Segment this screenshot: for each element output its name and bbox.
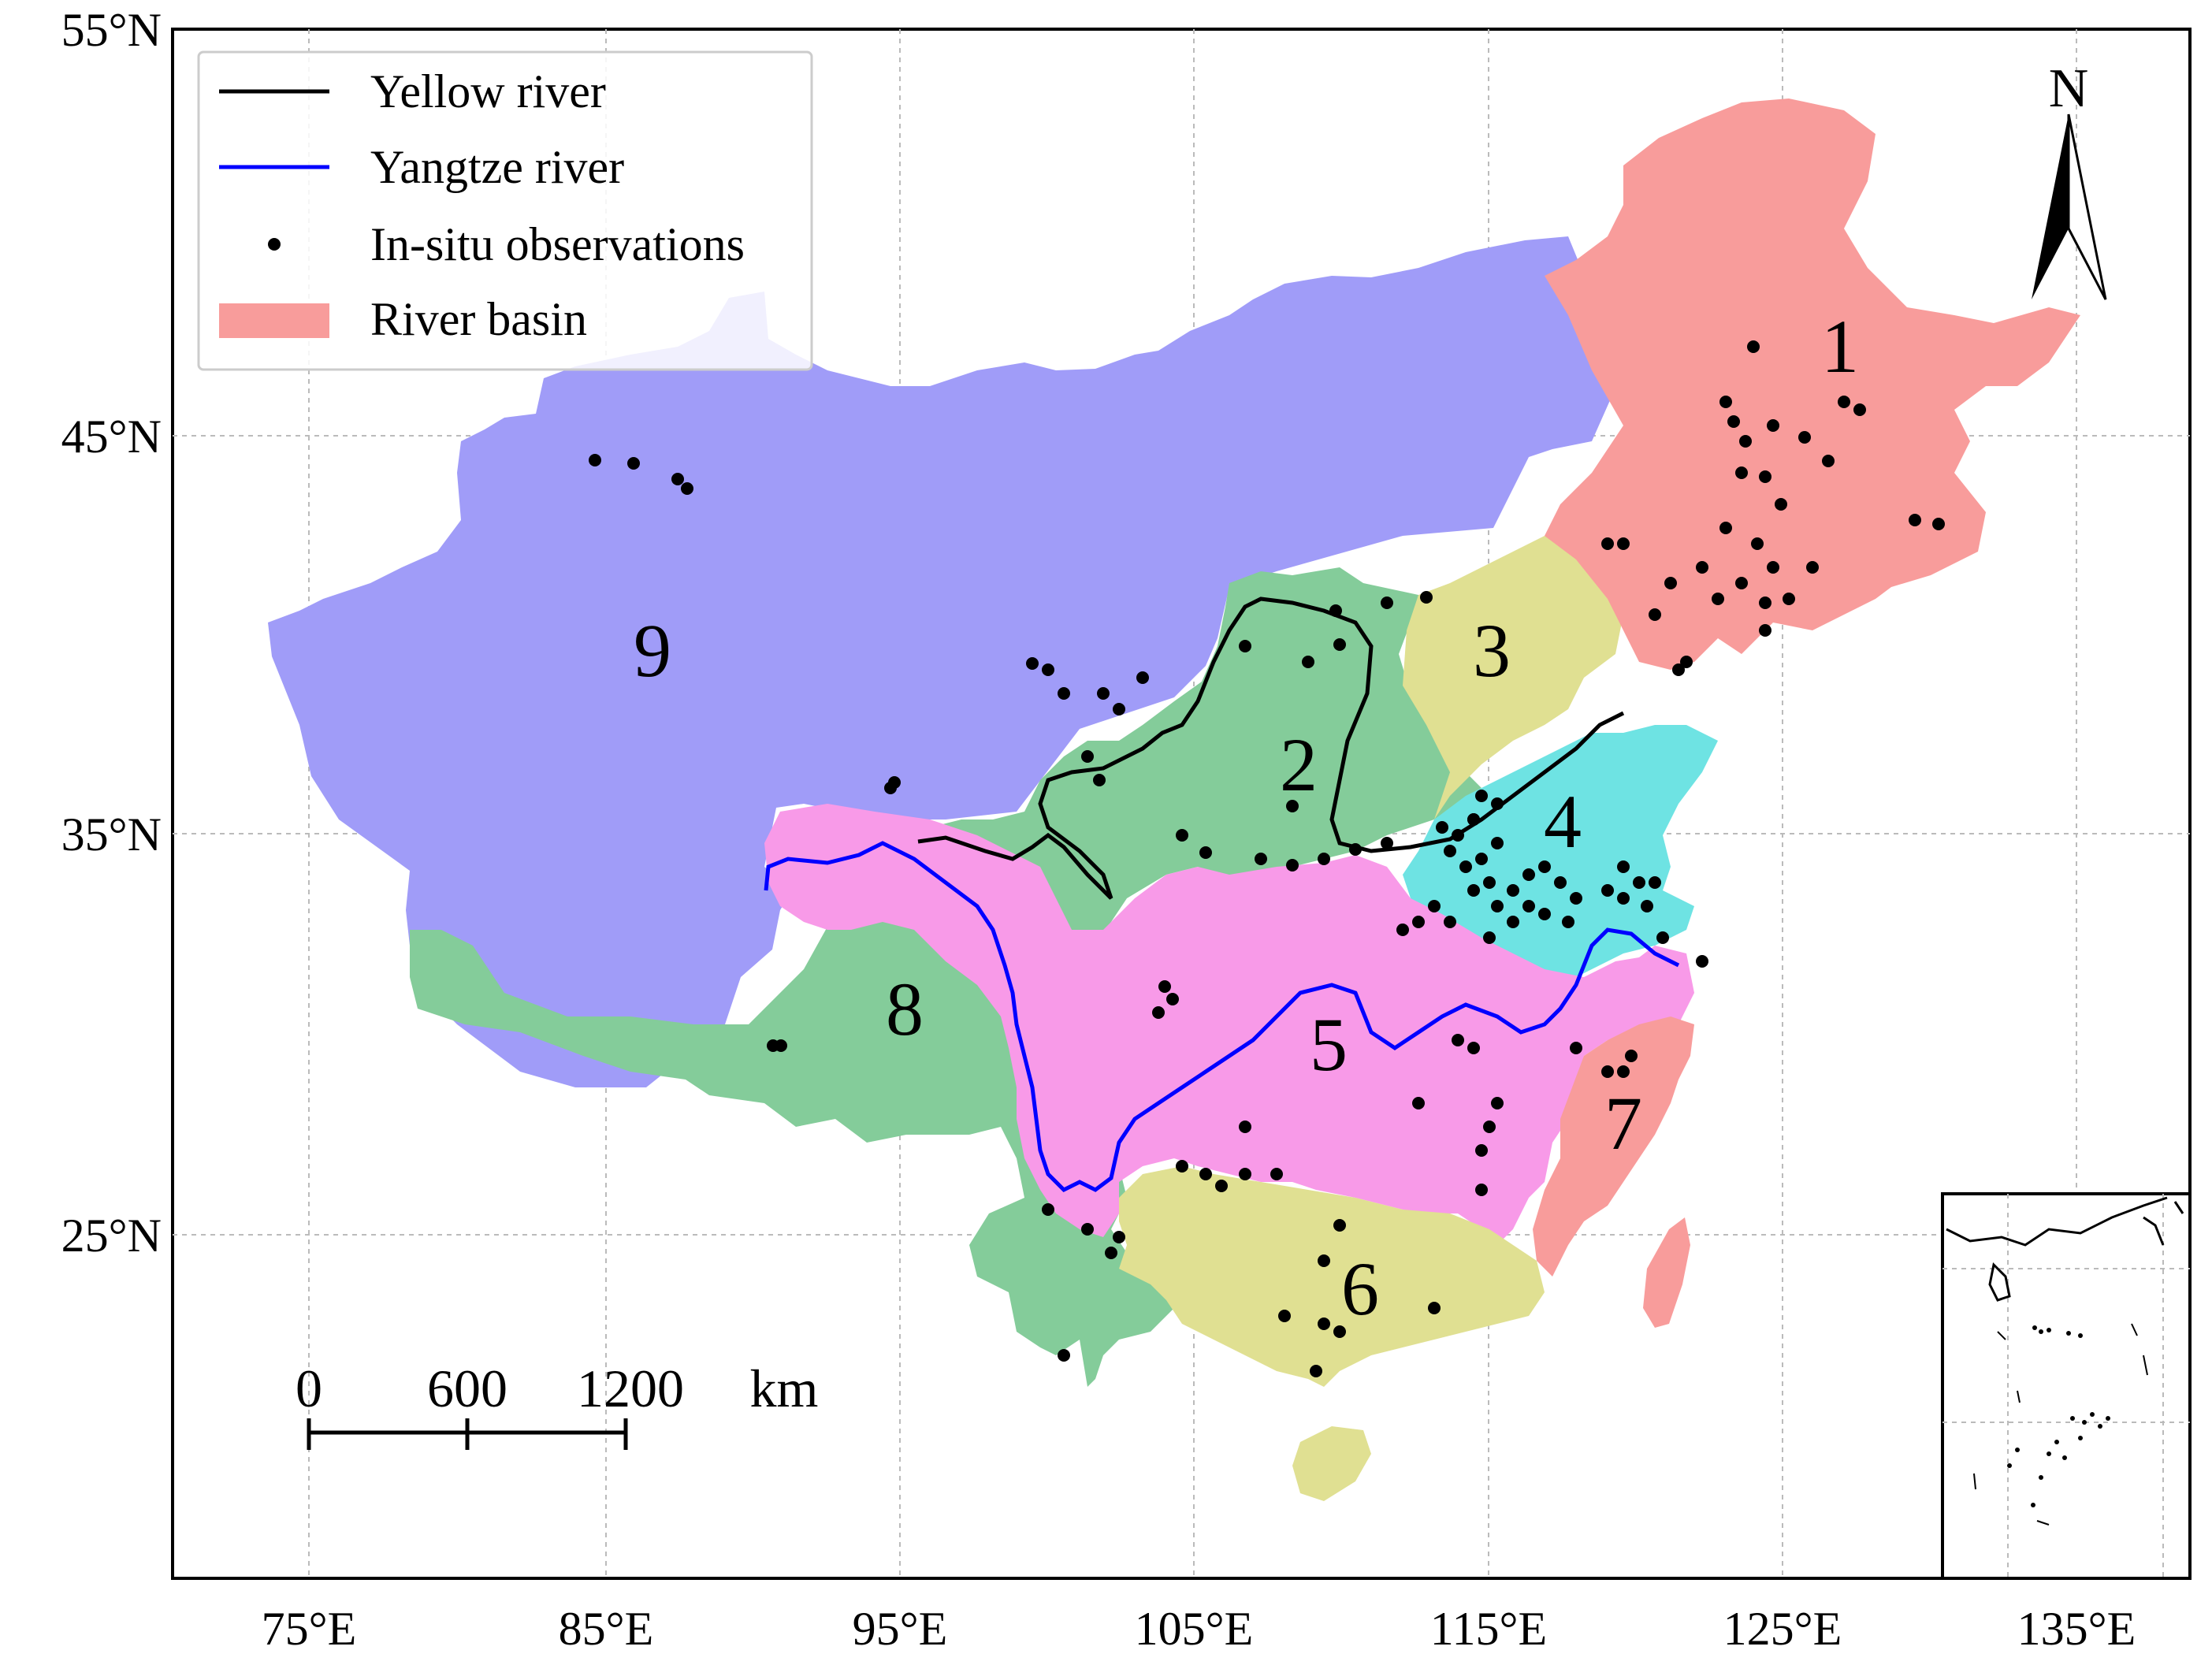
- region-label-3: 3: [1473, 608, 1511, 693]
- region-label-2: 2: [1280, 723, 1318, 807]
- inset-coastline: [1946, 1196, 2184, 1302]
- lon-label-115e: 115°E: [1430, 1603, 1547, 1655]
- basin-9: [268, 236, 1623, 1087]
- inset-frame: [1941, 1192, 2192, 1580]
- region-label-8: 8: [886, 967, 924, 1051]
- legend-basin-swatch: [219, 303, 329, 338]
- legend-yellow-river-label: Yellow river: [370, 65, 606, 117]
- region-label-4: 4: [1544, 779, 1582, 864]
- basin-1: [1545, 98, 2080, 670]
- basin-3: [1403, 536, 1623, 819]
- region-label-9: 9: [634, 608, 671, 693]
- legend: Yellow river Yangtze river In-situ obser…: [197, 50, 813, 371]
- legend-yangtze-river-label: Yangtze river: [370, 141, 624, 193]
- lon-label-95e: 95°E: [853, 1603, 948, 1655]
- basin-8: [410, 890, 1182, 1387]
- lon-label-125e: 125°E: [1723, 1603, 1842, 1655]
- lat-label-35n: 35°N: [61, 808, 162, 860]
- lat-label-25n: 25°N: [61, 1210, 162, 1262]
- basin-6: [1119, 1166, 1545, 1387]
- basin-7: [1533, 1016, 1694, 1277]
- lon-label-105e: 105°E: [1135, 1603, 1254, 1655]
- hainan-island: [1292, 1426, 1371, 1501]
- inset-map: [1941, 1192, 2192, 1580]
- north-arrow-left-half: [2032, 114, 2069, 299]
- lon-label-135e: 135°E: [2017, 1603, 2136, 1655]
- basin-5: [764, 804, 1694, 1245]
- north-arrow-right-half: [2067, 113, 2107, 300]
- scale-label-0: 0: [296, 1358, 322, 1418]
- region-label-1: 1: [1821, 304, 1859, 388]
- scale-unit: km: [750, 1358, 819, 1418]
- scale-label-600: 600: [427, 1358, 507, 1418]
- scale-label-1200: 1200: [577, 1358, 684, 1418]
- observation-points: [589, 340, 1945, 1377]
- yellow-river-line: [917, 597, 1625, 900]
- yangtze-river-line: [764, 841, 1680, 1193]
- region-label-7: 7: [1604, 1081, 1642, 1165]
- region-label-6: 6: [1341, 1247, 1379, 1331]
- scale-bar: 0 600 1200 km: [296, 1358, 818, 1450]
- region-label-5: 5: [1310, 1002, 1348, 1087]
- lon-label-75e: 75°E: [262, 1603, 357, 1655]
- legend-observation-label: In-situ observations: [370, 218, 745, 270]
- legend-basin-label: River basin: [370, 293, 587, 345]
- lat-label-55n: 55°N: [61, 4, 162, 56]
- north-arrow-label: N: [2049, 58, 2089, 119]
- lat-label-45n: 45°N: [61, 411, 162, 463]
- lon-label-85e: 85°E: [559, 1603, 654, 1655]
- legend-box: [197, 50, 813, 371]
- taiwan-island: [1643, 1217, 1690, 1328]
- north-arrow: N: [2032, 58, 2107, 300]
- legend-observation-swatch: [268, 238, 281, 251]
